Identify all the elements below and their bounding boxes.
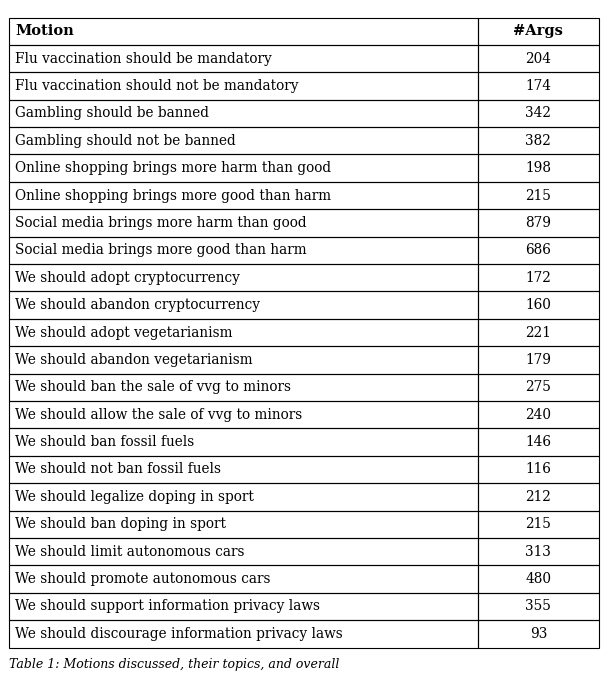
Text: 215: 215 <box>525 517 551 531</box>
Text: 221: 221 <box>525 326 551 340</box>
Text: 204: 204 <box>525 52 551 66</box>
Text: We should allow the sale of vvg to minors: We should allow the sale of vvg to minor… <box>15 407 302 421</box>
Text: We should adopt cryptocurrency: We should adopt cryptocurrency <box>15 271 240 285</box>
Text: We should promote autonomous cars: We should promote autonomous cars <box>15 572 271 586</box>
Text: We should discourage information privacy laws: We should discourage information privacy… <box>15 626 343 640</box>
Bar <box>478 510 599 538</box>
Text: 160: 160 <box>525 298 551 312</box>
Text: 355: 355 <box>525 599 551 613</box>
Text: 480: 480 <box>525 572 551 586</box>
Bar <box>478 566 599 593</box>
Text: Social media brings more good than harm: Social media brings more good than harm <box>15 244 307 258</box>
Text: Motion: Motion <box>15 25 74 38</box>
Bar <box>478 291 599 318</box>
Bar <box>9 182 478 209</box>
Text: 146: 146 <box>525 435 551 449</box>
Bar <box>9 18 478 45</box>
Bar <box>9 291 478 318</box>
Bar <box>9 374 478 401</box>
Text: We should ban fossil fuels: We should ban fossil fuels <box>15 435 195 449</box>
Bar <box>478 45 599 72</box>
Bar <box>9 566 478 593</box>
Bar <box>478 538 599 566</box>
Bar <box>478 374 599 401</box>
Bar <box>9 538 478 566</box>
Bar <box>9 318 478 346</box>
Text: We should ban the sale of vvg to minors: We should ban the sale of vvg to minors <box>15 380 291 394</box>
Text: 313: 313 <box>525 545 551 559</box>
Text: 212: 212 <box>525 490 551 504</box>
Text: 215: 215 <box>525 188 551 202</box>
Text: 275: 275 <box>525 380 551 394</box>
Text: We should limit autonomous cars: We should limit autonomous cars <box>15 545 244 559</box>
Text: Social media brings more harm than good: Social media brings more harm than good <box>15 216 307 230</box>
Bar <box>9 483 478 510</box>
Bar <box>478 620 599 648</box>
Bar <box>478 264 599 291</box>
Text: We should adopt vegetarianism: We should adopt vegetarianism <box>15 326 233 340</box>
Text: We should abandon vegetarianism: We should abandon vegetarianism <box>15 353 253 367</box>
Bar <box>9 456 478 483</box>
Text: We should ban doping in sport: We should ban doping in sport <box>15 517 226 531</box>
Text: 172: 172 <box>525 271 551 285</box>
Bar <box>478 18 599 45</box>
Bar <box>9 346 478 374</box>
Bar <box>9 155 478 182</box>
Bar <box>478 456 599 483</box>
Text: 342: 342 <box>525 106 551 120</box>
Bar <box>478 593 599 620</box>
Text: Online shopping brings more harm than good: Online shopping brings more harm than go… <box>15 161 331 175</box>
Bar <box>9 45 478 72</box>
Text: We should not ban fossil fuels: We should not ban fossil fuels <box>15 463 221 477</box>
Bar <box>478 483 599 510</box>
Bar <box>478 99 599 127</box>
Bar <box>9 593 478 620</box>
Bar <box>9 510 478 538</box>
Text: Gambling should be banned: Gambling should be banned <box>15 106 209 120</box>
Text: 240: 240 <box>525 407 551 421</box>
Text: #Args: #Args <box>514 25 564 38</box>
Text: Flu vaccination should be mandatory: Flu vaccination should be mandatory <box>15 52 272 66</box>
Bar <box>478 401 599 428</box>
Bar <box>478 237 599 264</box>
Text: We should legalize doping in sport: We should legalize doping in sport <box>15 490 254 504</box>
Bar <box>478 318 599 346</box>
Bar <box>478 346 599 374</box>
Bar <box>478 182 599 209</box>
Bar <box>9 127 478 155</box>
Bar <box>9 237 478 264</box>
Bar <box>9 620 478 648</box>
Bar <box>478 72 599 99</box>
Text: 179: 179 <box>525 353 551 367</box>
Bar <box>9 99 478 127</box>
Text: 686: 686 <box>525 244 551 258</box>
Bar <box>478 428 599 456</box>
Text: 382: 382 <box>525 134 551 148</box>
Bar <box>9 264 478 291</box>
Text: We should support information privacy laws: We should support information privacy la… <box>15 599 320 613</box>
Text: Gambling should not be banned: Gambling should not be banned <box>15 134 236 148</box>
Text: 93: 93 <box>530 626 547 640</box>
Text: Online shopping brings more good than harm: Online shopping brings more good than ha… <box>15 188 331 202</box>
Text: We should abandon cryptocurrency: We should abandon cryptocurrency <box>15 298 260 312</box>
Text: 116: 116 <box>525 463 551 477</box>
Bar <box>478 209 599 237</box>
Text: Table 1: Motions discussed, their topics, and overall: Table 1: Motions discussed, their topics… <box>9 658 339 671</box>
Text: 198: 198 <box>525 161 551 175</box>
Bar <box>9 209 478 237</box>
Bar <box>478 127 599 155</box>
Bar <box>478 155 599 182</box>
Bar <box>9 401 478 428</box>
Bar <box>9 428 478 456</box>
Text: 174: 174 <box>525 79 551 93</box>
Text: 879: 879 <box>525 216 551 230</box>
Text: Flu vaccination should not be mandatory: Flu vaccination should not be mandatory <box>15 79 299 93</box>
Bar <box>9 72 478 99</box>
